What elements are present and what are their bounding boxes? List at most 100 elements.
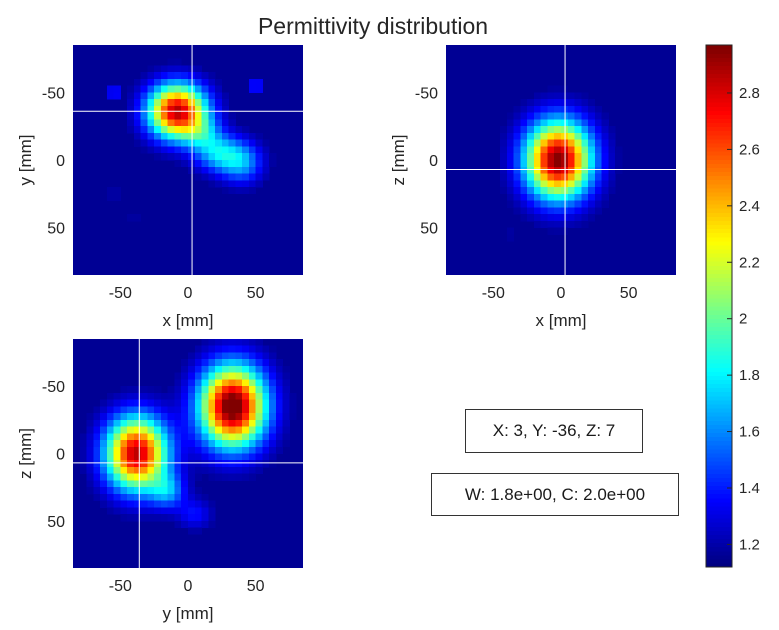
heatmap-cell: [133, 466, 142, 475]
heatmap-cell: [282, 386, 290, 394]
heatmap-cell: [201, 78, 209, 86]
heatmap-cell: [282, 379, 290, 387]
heatmap-cell: [242, 466, 250, 475]
colorbar-segment: [706, 65, 732, 71]
heatmap-cell: [242, 180, 250, 188]
heatmap-cell: [248, 352, 257, 360]
heatmap-cell: [140, 507, 148, 515]
heatmap-cell: [262, 419, 270, 427]
colorbar-frame: [705, 44, 733, 568]
heatmap-cell: [113, 406, 121, 414]
heatmap-cell: [235, 399, 243, 407]
heatmap-cell: [127, 105, 135, 114]
heatmap-cell: [594, 173, 602, 181]
heatmap-cell: [160, 65, 169, 73]
heatmap-cell: [215, 92, 223, 100]
heatmap-cell: [79, 466, 87, 475]
heatmap-cell: [93, 466, 101, 475]
heatmap-cell: [275, 419, 284, 427]
heatmap-cell: [554, 119, 562, 127]
heatmap-cell: [127, 386, 135, 394]
heatmap-cell: [533, 132, 542, 141]
heatmap-cell: [581, 132, 589, 141]
heatmap-cell: [174, 78, 182, 86]
heatmap-cell: [188, 480, 196, 488]
heatmap-cell: [201, 92, 209, 100]
heatmap-cell: [215, 126, 223, 134]
colorbar-segment: [706, 244, 732, 250]
heatmap-cell: [588, 146, 596, 154]
colorbar-segment: [706, 49, 732, 54]
colorbar-segment: [706, 297, 732, 303]
heatmap-cell: [79, 446, 87, 454]
heatmap-cell: [106, 392, 114, 401]
heatmap-cell: [269, 406, 277, 414]
heatmap-cell: [242, 166, 250, 174]
heatmap-cell: [547, 207, 555, 215]
heatmap-cell: [194, 65, 202, 73]
heatmap-cell: [147, 473, 155, 481]
heatmap-cell: [520, 139, 528, 147]
heatmap-cell: [506, 112, 515, 120]
heatmap-cell: [167, 507, 175, 515]
heatmap-cell: [255, 440, 263, 448]
heatmap-cell: [160, 392, 169, 401]
heatmap-cell: [174, 433, 182, 441]
heatmap-cell: [235, 365, 243, 374]
heatmap-cell: [574, 146, 582, 154]
heatmap-cell: [93, 473, 101, 481]
heatmap-cell: [160, 460, 169, 468]
heatmap-cell: [140, 85, 148, 93]
heatmap-cell: [228, 392, 236, 401]
coronal-slice[interactable]: -50 0 50 -50 0 50 x [mm] z [mm]: [389, 45, 676, 330]
heatmap-cell: [181, 446, 189, 454]
colorbar-segment: [706, 179, 732, 185]
heatmap-cell: [221, 105, 229, 114]
heatmap-cell: [513, 166, 521, 174]
heatmap-cell: [181, 160, 189, 168]
colorbar-segment: [706, 330, 732, 336]
colorbar-segment: [706, 285, 732, 291]
heatmap-cell: [269, 386, 277, 394]
heatmap-cell: [133, 446, 142, 454]
heatmap-cell: [567, 119, 575, 127]
heatmap-cell: [174, 99, 182, 107]
heatmap-cell: [533, 105, 542, 114]
heatmap-cell: [167, 466, 175, 475]
heatmap-cell: [160, 440, 169, 448]
heatmap-cell: [147, 132, 155, 141]
heatmap-cell: [194, 153, 202, 161]
heatmap-cell: [79, 460, 87, 468]
heatmap-cell: [242, 379, 250, 387]
heatmap-cell: [520, 132, 528, 141]
heatmap-cell: [262, 399, 270, 407]
heatmap-cell: [201, 453, 209, 461]
heatmap-cell: [106, 460, 114, 468]
heatmap-cell: [127, 92, 135, 100]
heatmap-cell: [127, 406, 135, 414]
heatmap-cell: [208, 365, 216, 374]
heatmap-cell: [540, 132, 548, 141]
heatmap-cell: [147, 139, 155, 147]
heatmap-cell: [540, 214, 548, 222]
heatmap-cell: [113, 466, 121, 475]
heatmap-cell: [615, 166, 623, 174]
heatmap-cell: [262, 426, 270, 434]
heatmap-cell: [554, 200, 562, 208]
colorbar-segment: [706, 252, 732, 258]
heatmap-cell: [194, 372, 202, 380]
heatmap-cell: [255, 372, 263, 380]
heatmap-cell: [181, 78, 189, 86]
heatmap-cell: [106, 493, 114, 502]
heatmap-cell: [513, 173, 521, 181]
colorbar-segment: [706, 310, 732, 315]
colorbar-tick-label: 1.4: [739, 480, 760, 497]
heatmap-cell: [547, 153, 555, 161]
heatmap-cell: [215, 406, 223, 414]
heatmap-cell: [520, 146, 528, 154]
heatmap-cell: [228, 406, 236, 414]
colorbar-segment: [706, 399, 732, 405]
sagittal-slice[interactable]: -50 0 50 -50 0 50 y [mm] z [mm]: [16, 339, 303, 623]
axial-slice[interactable]: -50 0 50 -50 0 50 x [mm] y [mm]: [16, 45, 303, 330]
heatmap-cell: [269, 453, 277, 461]
